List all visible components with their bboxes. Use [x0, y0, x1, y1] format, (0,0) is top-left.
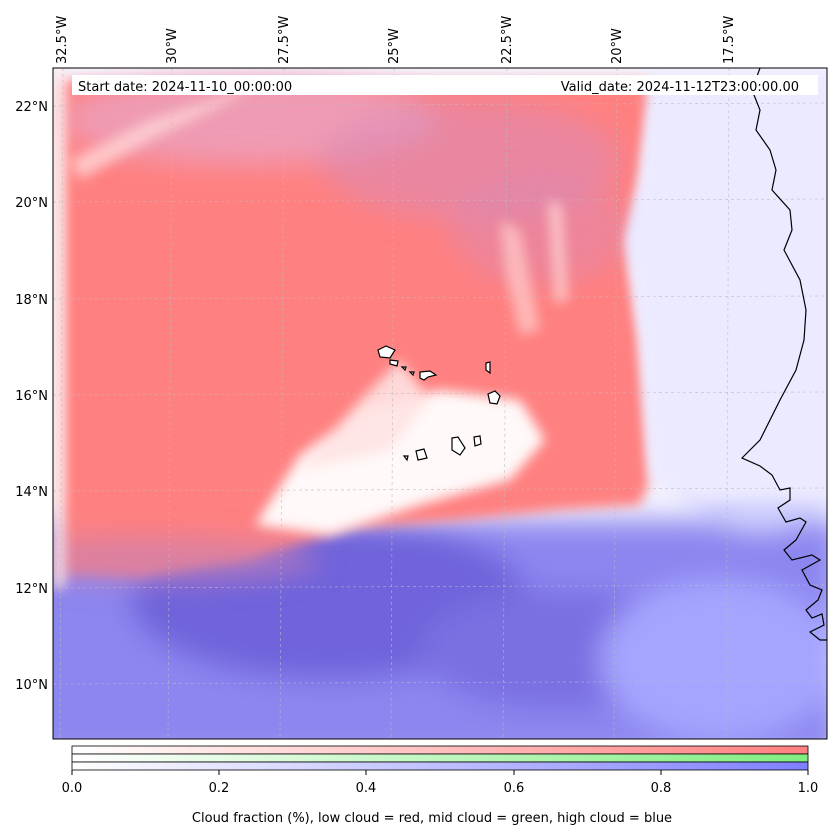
start-date-label: Start date: 2024-11-10_00:00:00 — [78, 80, 292, 95]
lon-label: 25°W — [387, 28, 402, 64]
colorbar-label: Cloud fraction (%), low cloud = red, mid… — [192, 811, 672, 826]
colorbar-high-cloud — [71, 761, 809, 771]
colorbar-mid-cloud — [71, 753, 809, 763]
lon-label: 30°W — [165, 28, 180, 64]
africa-coastline — [740, 68, 827, 641]
lon-label: 20°W — [610, 28, 625, 64]
lon-label: 27.5°W — [277, 16, 292, 64]
colorbar-ticks — [71, 770, 809, 775]
low-cloud-blend — [53, 75, 630, 582]
lon-label: 22.5°W — [500, 16, 515, 64]
latitude-labels: 22°N 20°N 18°N 16°N 14°N 12°N 10°N — [15, 100, 48, 693]
lat-label: 18°N — [15, 293, 48, 308]
lon-label: 17.5°W — [722, 16, 737, 64]
longitude-labels: 32.5°W 30°W 27.5°W 25°W 22.5°W 20°W 17.5… — [55, 16, 737, 64]
colorbar-tick-labels: 0.0 0.2 0.4 0.6 0.8 1.0 — [62, 781, 819, 796]
map-frame — [52, 67, 828, 740]
colorbar-tick-label: 0.8 — [651, 781, 672, 796]
lat-label: 12°N — [15, 582, 48, 597]
colorbar-tick-label: 0.6 — [504, 781, 525, 796]
lat-label: 14°N — [15, 485, 48, 500]
cape-verde-islands — [377, 345, 501, 462]
lat-label: 20°N — [15, 196, 48, 211]
colorbar-tick-label: 0.0 — [62, 781, 83, 796]
cloud-field — [53, 68, 827, 739]
colorbar-tick-label: 0.4 — [356, 781, 377, 796]
colorbar-low-cloud — [71, 745, 809, 755]
gridlines — [53, 68, 827, 739]
colorbar: 0.0 0.2 0.4 0.6 0.8 1.0 Cloud fraction (… — [62, 745, 819, 826]
colorbar-tick-label: 1.0 — [798, 781, 819, 796]
lat-label: 10°N — [15, 678, 48, 693]
date-header-band — [72, 75, 818, 95]
valid-date-label: Valid_date: 2024-11-12T23:00:00.00 — [561, 80, 799, 95]
lat-label: 16°N — [15, 389, 48, 404]
colorbar-tick-label: 0.2 — [209, 781, 230, 796]
lon-label: 32.5°W — [55, 16, 70, 64]
lat-label: 22°N — [15, 100, 48, 115]
